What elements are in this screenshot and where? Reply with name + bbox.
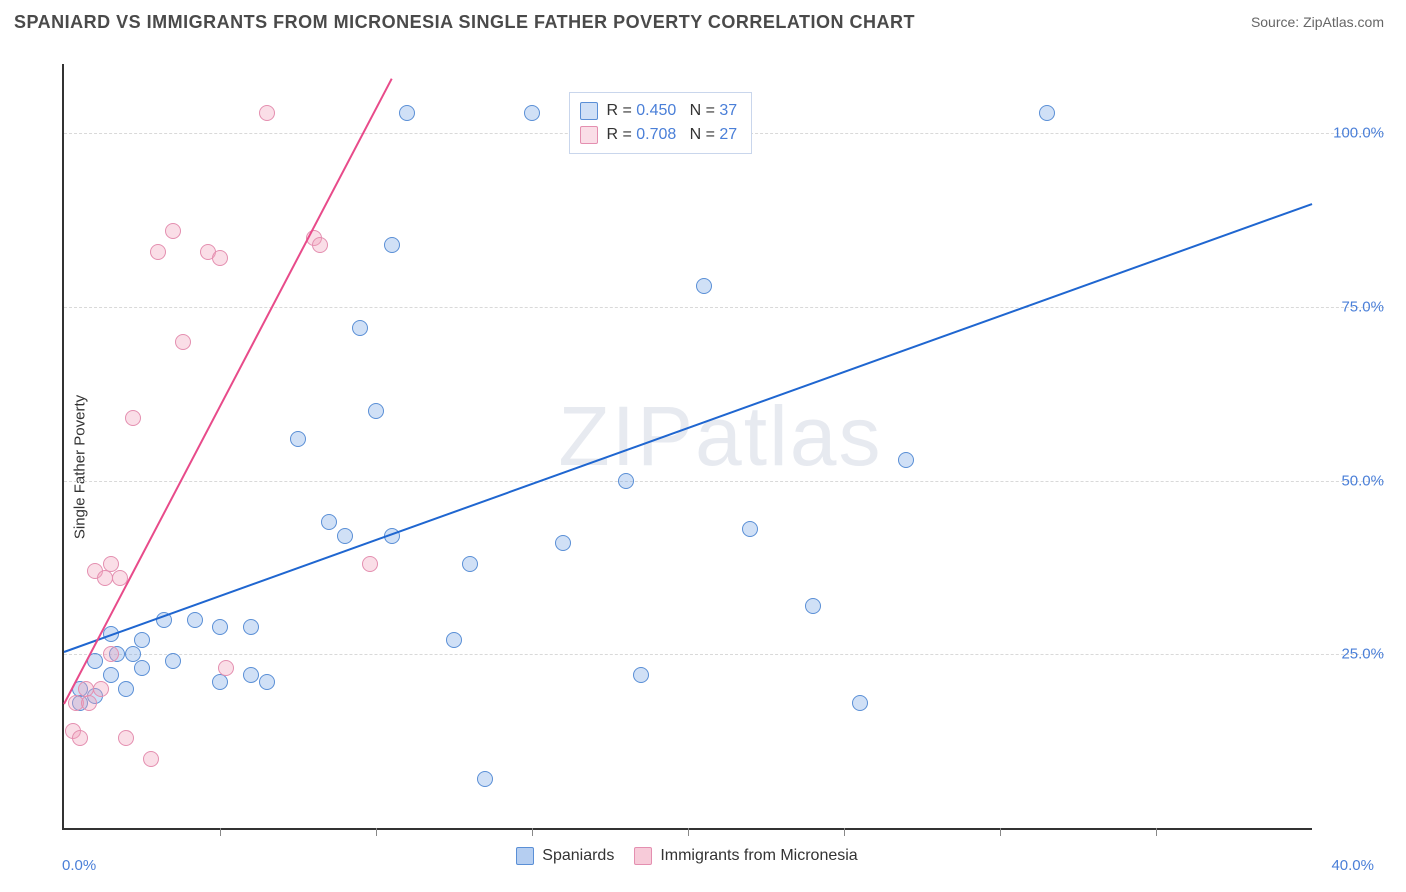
- y-tick-label: 75.0%: [1320, 299, 1384, 316]
- plot-area: ZIPatlas 25.0%50.0%75.0%100.0%R = 0.450 …: [62, 64, 1312, 830]
- data-point: [212, 250, 228, 266]
- chart-container: Single Father Poverty ZIPatlas 25.0%50.0…: [14, 56, 1392, 878]
- gridline-horizontal: [64, 481, 1384, 482]
- data-point: [187, 612, 203, 628]
- data-point: [175, 334, 191, 350]
- data-point: [477, 771, 493, 787]
- y-tick-label: 50.0%: [1320, 472, 1384, 489]
- legend-swatch: [634, 847, 652, 865]
- correlation-stats-box: R = 0.450 N = 37R = 0.708 N = 27: [569, 92, 752, 154]
- data-point: [312, 237, 328, 253]
- legend-label: Immigrants from Micronesia: [660, 847, 857, 865]
- gridline-horizontal: [64, 307, 1384, 308]
- data-point: [368, 403, 384, 419]
- y-tick-label: 100.0%: [1320, 125, 1384, 142]
- data-point: [103, 667, 119, 683]
- x-axis-max-label: 40.0%: [1331, 857, 1374, 874]
- data-point: [399, 105, 415, 121]
- data-point: [259, 105, 275, 121]
- data-point: [93, 681, 109, 697]
- data-point: [134, 632, 150, 648]
- data-point: [337, 528, 353, 544]
- data-point: [243, 619, 259, 635]
- chart-header: SPANIARD VS IMMIGRANTS FROM MICRONESIA S…: [0, 0, 1406, 48]
- data-point: [143, 751, 159, 767]
- y-tick-label: 25.0%: [1320, 646, 1384, 663]
- data-point: [852, 695, 868, 711]
- data-point: [165, 653, 181, 669]
- series-swatch: [580, 102, 598, 120]
- data-point: [118, 681, 134, 697]
- data-point: [81, 695, 97, 711]
- gridline-horizontal: [64, 654, 1384, 655]
- data-point: [462, 556, 478, 572]
- data-point: [290, 431, 306, 447]
- chart-title: SPANIARD VS IMMIGRANTS FROM MICRONESIA S…: [14, 12, 1386, 33]
- source-attribution: Source: ZipAtlas.com: [1251, 14, 1384, 30]
- stats-text: R = 0.708 N = 27: [606, 123, 737, 147]
- stats-row: R = 0.708 N = 27: [580, 123, 737, 147]
- stats-text: R = 0.450 N = 37: [606, 99, 737, 123]
- source-link[interactable]: ZipAtlas.com: [1303, 14, 1384, 30]
- data-point: [384, 237, 400, 253]
- data-point: [212, 619, 228, 635]
- data-point: [742, 521, 758, 537]
- data-point: [165, 223, 181, 239]
- data-point: [212, 674, 228, 690]
- watermark-text: ZIPatlas: [558, 388, 882, 485]
- data-point: [321, 514, 337, 530]
- trend-line: [64, 203, 1313, 653]
- legend-item: Spaniards: [516, 847, 614, 865]
- legend-bottom: Spaniards Immigrants from Micronesia: [62, 834, 1312, 878]
- data-point: [555, 535, 571, 551]
- data-point: [103, 646, 119, 662]
- data-point: [618, 473, 634, 489]
- data-point: [118, 730, 134, 746]
- data-point: [362, 556, 378, 572]
- data-point: [218, 660, 234, 676]
- data-point: [524, 105, 540, 121]
- data-point: [352, 320, 368, 336]
- data-point: [898, 452, 914, 468]
- series-swatch: [580, 126, 598, 144]
- data-point: [1039, 105, 1055, 121]
- data-point: [259, 674, 275, 690]
- legend-label: Spaniards: [542, 847, 614, 865]
- stats-row: R = 0.450 N = 37: [580, 99, 737, 123]
- trend-line: [63, 78, 392, 704]
- data-point: [446, 632, 462, 648]
- legend-swatch: [516, 847, 534, 865]
- data-point: [97, 570, 113, 586]
- data-point: [72, 730, 88, 746]
- data-point: [134, 660, 150, 676]
- legend-item: Immigrants from Micronesia: [634, 847, 857, 865]
- data-point: [243, 667, 259, 683]
- data-point: [805, 598, 821, 614]
- source-prefix: Source:: [1251, 14, 1303, 30]
- data-point: [150, 244, 166, 260]
- data-point: [125, 410, 141, 426]
- data-point: [696, 278, 712, 294]
- data-point: [633, 667, 649, 683]
